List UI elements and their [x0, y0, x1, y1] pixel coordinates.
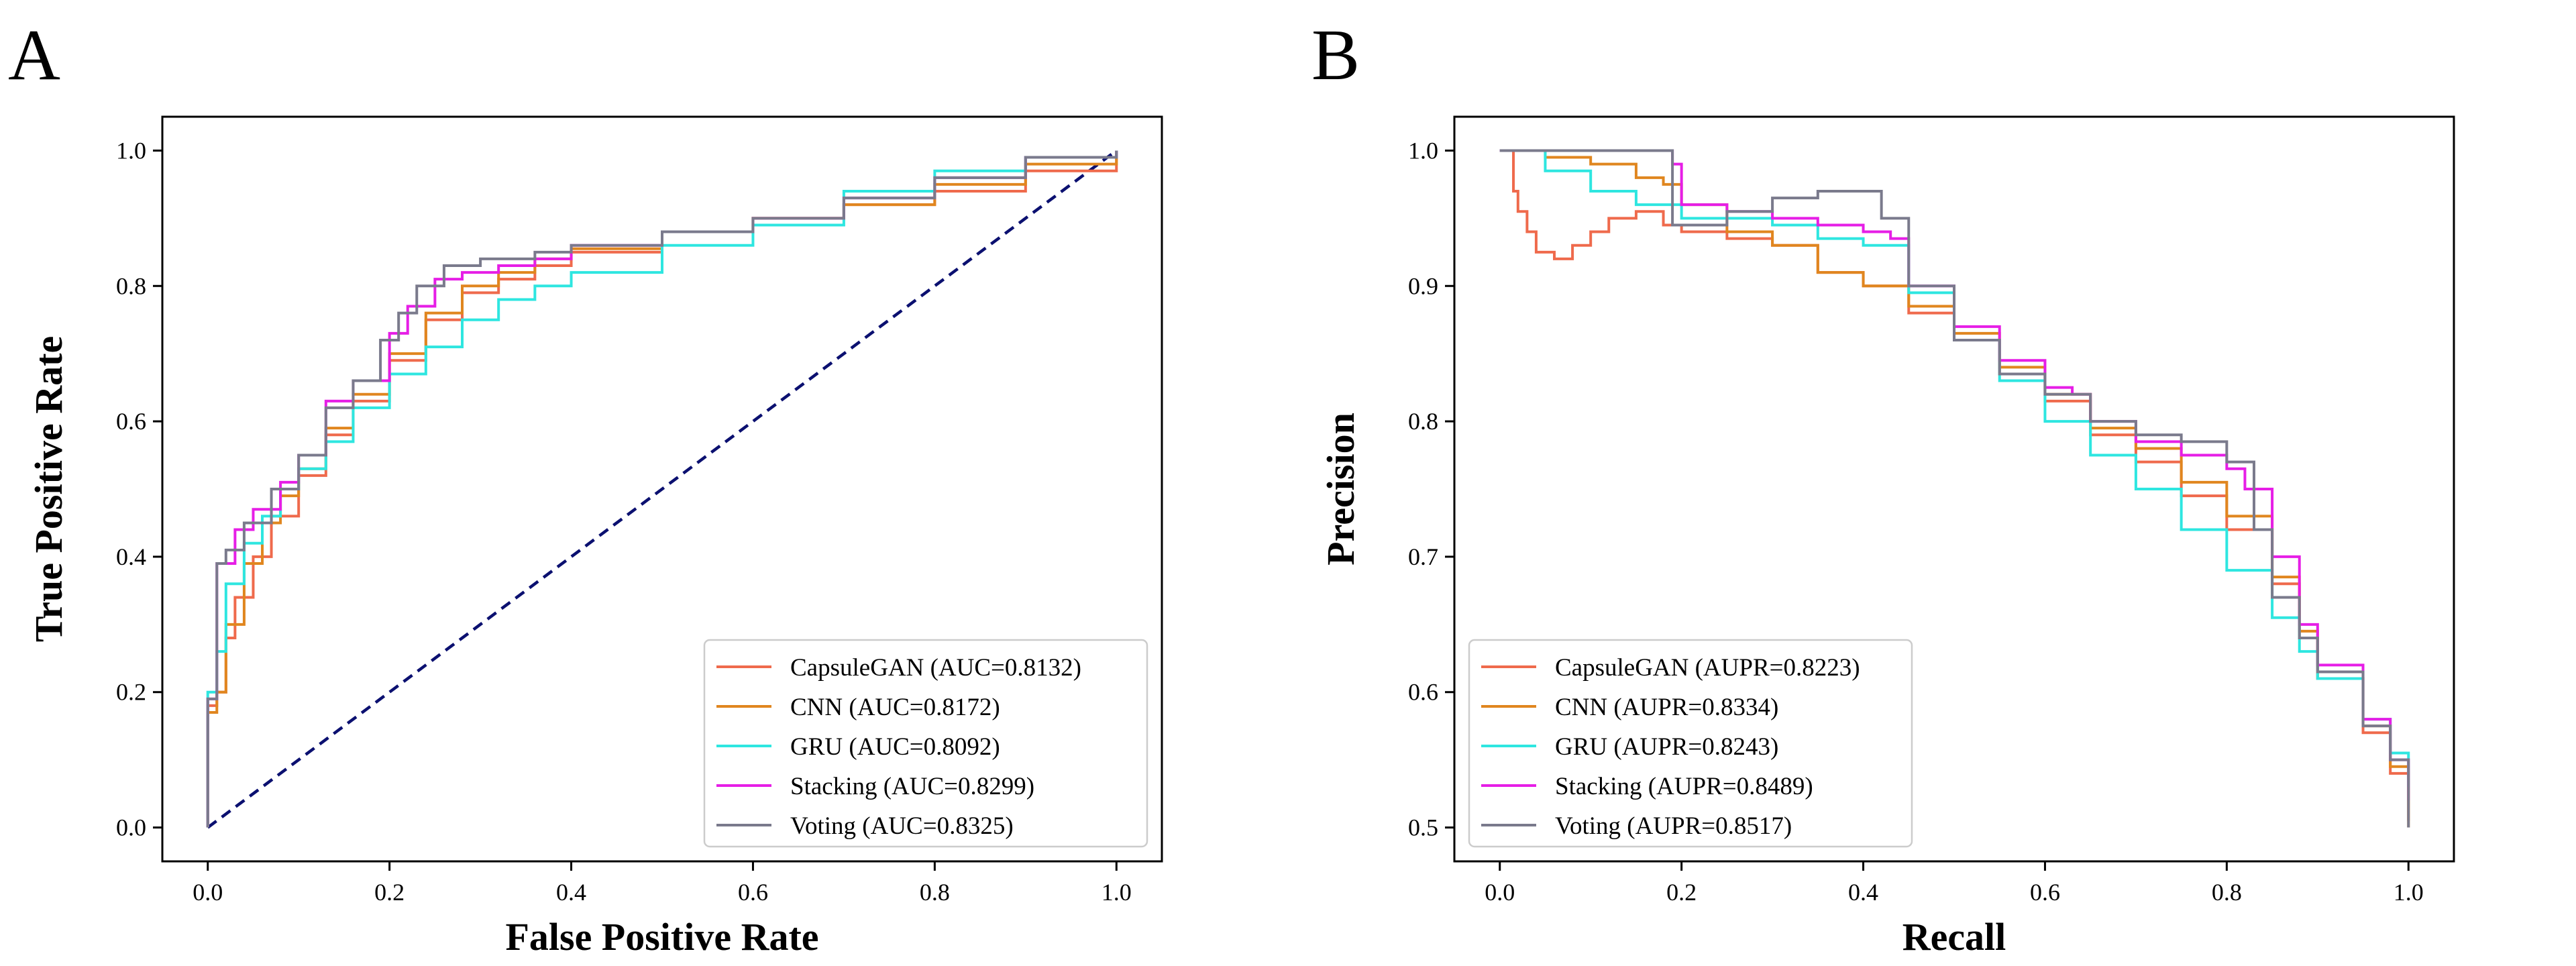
legend: CapsuleGAN (AUC=0.8132) CNN (AUC=0.8172) G…	[703, 639, 1148, 848]
x-tick-label: 0.4	[1848, 879, 1878, 906]
panel-letter-a: A	[8, 15, 60, 95]
legend-label-cnn: CNN (AUPR=0.8334)	[1555, 694, 1778, 721]
legend-label-gru: GRU (AUC=0.8092)	[790, 733, 1000, 761]
series-line-gru	[1499, 149, 2410, 787]
y-tick-label: 1.0	[1408, 137, 1438, 164]
y-tick-label: 0.8	[1408, 408, 1438, 435]
legend-label-voting: Voting (AUC=0.8325)	[790, 812, 1014, 840]
x-tick-label: 0.2	[374, 879, 405, 906]
y-tick-label: 0.8	[116, 272, 146, 299]
y-axis-title: True Positive Rate	[27, 336, 70, 642]
x-tick-label: 0.4	[556, 879, 586, 906]
x-tick-label: 1.0	[1102, 879, 1132, 906]
x-tick-label: 0.8	[920, 879, 950, 906]
plot-panel-b: 0.0 0.2 0.4 0.6 0.8 1.0 0.5 0.6 0.7 0.8 0.9 1.0 Reca…	[1319, 115, 2455, 959]
plot-frame	[161, 115, 1163, 863]
plot-panel-a: 0.0 0.2 0.4 0.6 0.8 1.0 0.0 0.2 0.4 0.6 0.8 1.0 Fals…	[27, 115, 1163, 959]
x-tick-label: 0.6	[2030, 879, 2060, 906]
legend-label-stacking: Stacking (AUC=0.8299)	[790, 773, 1034, 800]
y-tick-label: 0.2	[116, 679, 146, 706]
chance-diagonal-line	[207, 149, 1118, 829]
x-tick-label: 0.0	[193, 879, 223, 906]
x-tick-label: 0.2	[1666, 879, 1697, 906]
legend-box	[1468, 639, 1913, 848]
panel-letter-b: B	[1311, 15, 1360, 95]
y-tick-label: 0.6	[1408, 679, 1438, 706]
y-tick-label: 1.0	[116, 137, 146, 164]
x-tick-label: 0.8	[2212, 879, 2242, 906]
legend-label-cnn: CNN (AUC=0.8172)	[790, 694, 1000, 721]
legend: CapsuleGAN (AUPR=0.8223) CNN (AUPR=0.8334…	[1468, 639, 1913, 848]
y-tick-label: 0.6	[116, 408, 146, 435]
legend-label-stacking: Stacking (AUPR=0.8489)	[1555, 773, 1813, 800]
y-tick-label: 0.5	[1408, 814, 1438, 841]
x-axis-title: False Positive Rate	[505, 915, 818, 959]
y-axis-title: Precision	[1319, 413, 1362, 566]
y-tick-label: 0.9	[1408, 272, 1438, 299]
series-line-voting	[1499, 149, 2410, 828]
x-tick-label: 0.6	[738, 879, 768, 906]
legend-label-gru: GRU (AUPR=0.8243)	[1555, 733, 1778, 761]
legend-box	[703, 639, 1148, 848]
legend-label-capsulegan: CapsuleGAN (AUPR=0.8223)	[1555, 654, 1860, 682]
x-tick-label: 1.0	[2394, 879, 2424, 906]
legend-label-capsulegan: CapsuleGAN (AUC=0.8132)	[790, 654, 1081, 682]
y-tick-label: 0.4	[116, 543, 146, 570]
y-tick-label: 0.0	[116, 814, 146, 841]
series-line-voting	[206, 150, 1118, 828]
y-tick-label: 0.7	[1408, 543, 1438, 570]
x-axis-title: Recall	[1902, 915, 2006, 959]
plot-frame	[1453, 115, 2455, 863]
x-tick-label: 0.0	[1485, 879, 1515, 906]
legend-label-voting: Voting (AUPR=0.8517)	[1555, 812, 1792, 840]
